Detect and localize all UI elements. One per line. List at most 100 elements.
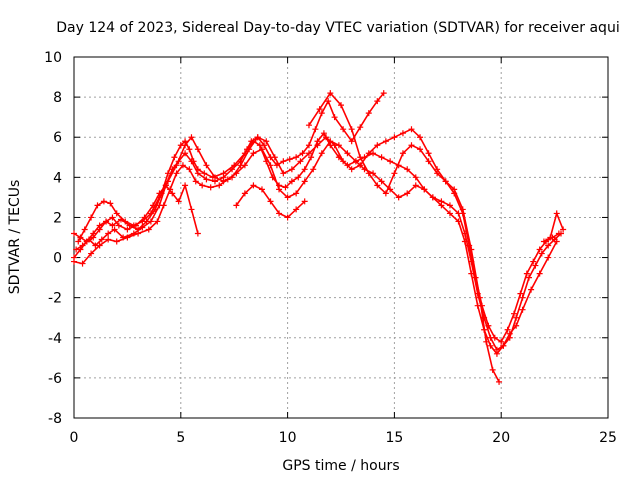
data-point bbox=[374, 98, 381, 105]
data-point bbox=[530, 258, 537, 265]
data-point bbox=[96, 242, 103, 249]
data-point bbox=[301, 198, 308, 205]
data-point bbox=[323, 134, 330, 141]
data-point bbox=[513, 322, 520, 329]
data-point bbox=[90, 234, 97, 241]
data-point bbox=[338, 102, 344, 109]
data-point bbox=[525, 274, 532, 281]
data-point bbox=[438, 202, 445, 209]
data-point bbox=[316, 106, 323, 113]
data-point bbox=[395, 194, 402, 201]
data-point bbox=[399, 150, 406, 157]
data-point bbox=[186, 146, 193, 153]
data-point bbox=[380, 90, 387, 97]
data-point bbox=[312, 126, 319, 133]
data-point bbox=[382, 138, 389, 145]
data-point bbox=[318, 110, 325, 117]
x-tick-label: 25 bbox=[599, 430, 617, 446]
series-sat-e bbox=[71, 182, 201, 261]
data-point bbox=[429, 194, 436, 201]
data-point bbox=[201, 170, 208, 177]
data-point bbox=[122, 218, 129, 225]
x-tick-label: 20 bbox=[492, 430, 510, 446]
y-tick-label: 4 bbox=[53, 170, 62, 186]
data-point bbox=[446, 202, 453, 209]
data-point bbox=[357, 124, 364, 131]
data-point bbox=[459, 206, 466, 213]
data-point bbox=[71, 254, 77, 261]
y-tick-label: 0 bbox=[53, 251, 62, 267]
x-tick-label: 5 bbox=[176, 430, 185, 446]
data-point bbox=[96, 226, 103, 233]
series-sat-a bbox=[71, 90, 387, 245]
data-point bbox=[113, 210, 120, 217]
data-point bbox=[107, 200, 114, 207]
data-point bbox=[188, 206, 195, 213]
data-point bbox=[485, 322, 492, 329]
data-point bbox=[408, 142, 415, 149]
data-point bbox=[365, 150, 372, 157]
data-point bbox=[182, 142, 189, 149]
data-point bbox=[496, 378, 503, 385]
data-point bbox=[504, 326, 511, 333]
axis-ticks: 0 5 10 15 20 25 -8 -6 -4 -2 0 2 4 6 8 10 bbox=[44, 50, 617, 446]
series-line bbox=[73, 182, 199, 259]
data-point bbox=[179, 162, 186, 169]
data-point bbox=[517, 290, 524, 297]
data-point bbox=[519, 294, 526, 301]
data-point bbox=[192, 178, 199, 185]
data-point bbox=[111, 226, 118, 233]
data-point bbox=[100, 198, 107, 205]
data-point bbox=[169, 190, 176, 197]
data-point bbox=[124, 226, 131, 233]
x-tick-label: 10 bbox=[279, 430, 297, 446]
data-point bbox=[211, 174, 218, 181]
data-point bbox=[246, 146, 253, 153]
data-point bbox=[186, 166, 193, 173]
series-sat-h bbox=[540, 210, 567, 245]
data-point bbox=[286, 156, 293, 163]
data-point bbox=[461, 238, 468, 245]
data-point bbox=[348, 166, 355, 173]
data-point bbox=[305, 150, 312, 157]
series-sat-g bbox=[305, 90, 503, 385]
data-point bbox=[511, 310, 518, 317]
data-point bbox=[399, 130, 406, 137]
data-point bbox=[378, 154, 385, 161]
data-point bbox=[141, 214, 148, 221]
data-point bbox=[263, 138, 270, 145]
data-point bbox=[241, 190, 248, 197]
data-point bbox=[301, 178, 308, 185]
y-axis-label: SDTVAR / TECUs bbox=[7, 180, 23, 295]
data-point bbox=[357, 162, 364, 169]
data-point bbox=[538, 250, 545, 257]
data-point bbox=[305, 122, 312, 129]
data-point bbox=[519, 306, 526, 313]
data-point bbox=[547, 234, 554, 241]
data-point bbox=[258, 146, 265, 153]
data-point bbox=[258, 186, 265, 193]
data-point bbox=[487, 342, 494, 349]
data-point bbox=[188, 134, 195, 141]
series-line bbox=[73, 140, 558, 356]
data-point bbox=[124, 234, 131, 241]
data-point bbox=[109, 222, 116, 229]
data-point bbox=[468, 270, 475, 277]
data-point bbox=[314, 142, 321, 149]
data-point bbox=[451, 186, 458, 193]
x-axis-label: GPS time / hours bbox=[282, 458, 399, 474]
data-point bbox=[308, 154, 315, 161]
data-point bbox=[199, 182, 206, 189]
data-point bbox=[365, 170, 372, 177]
data-point bbox=[553, 238, 560, 245]
data-point bbox=[483, 338, 490, 345]
data-point bbox=[293, 206, 300, 213]
data-point bbox=[135, 230, 142, 237]
data-point bbox=[513, 314, 520, 321]
data-point bbox=[173, 162, 180, 169]
data-point bbox=[280, 158, 287, 165]
data-point bbox=[476, 294, 483, 301]
data-point bbox=[71, 230, 77, 237]
data-point bbox=[284, 194, 291, 201]
data-point bbox=[160, 202, 167, 209]
